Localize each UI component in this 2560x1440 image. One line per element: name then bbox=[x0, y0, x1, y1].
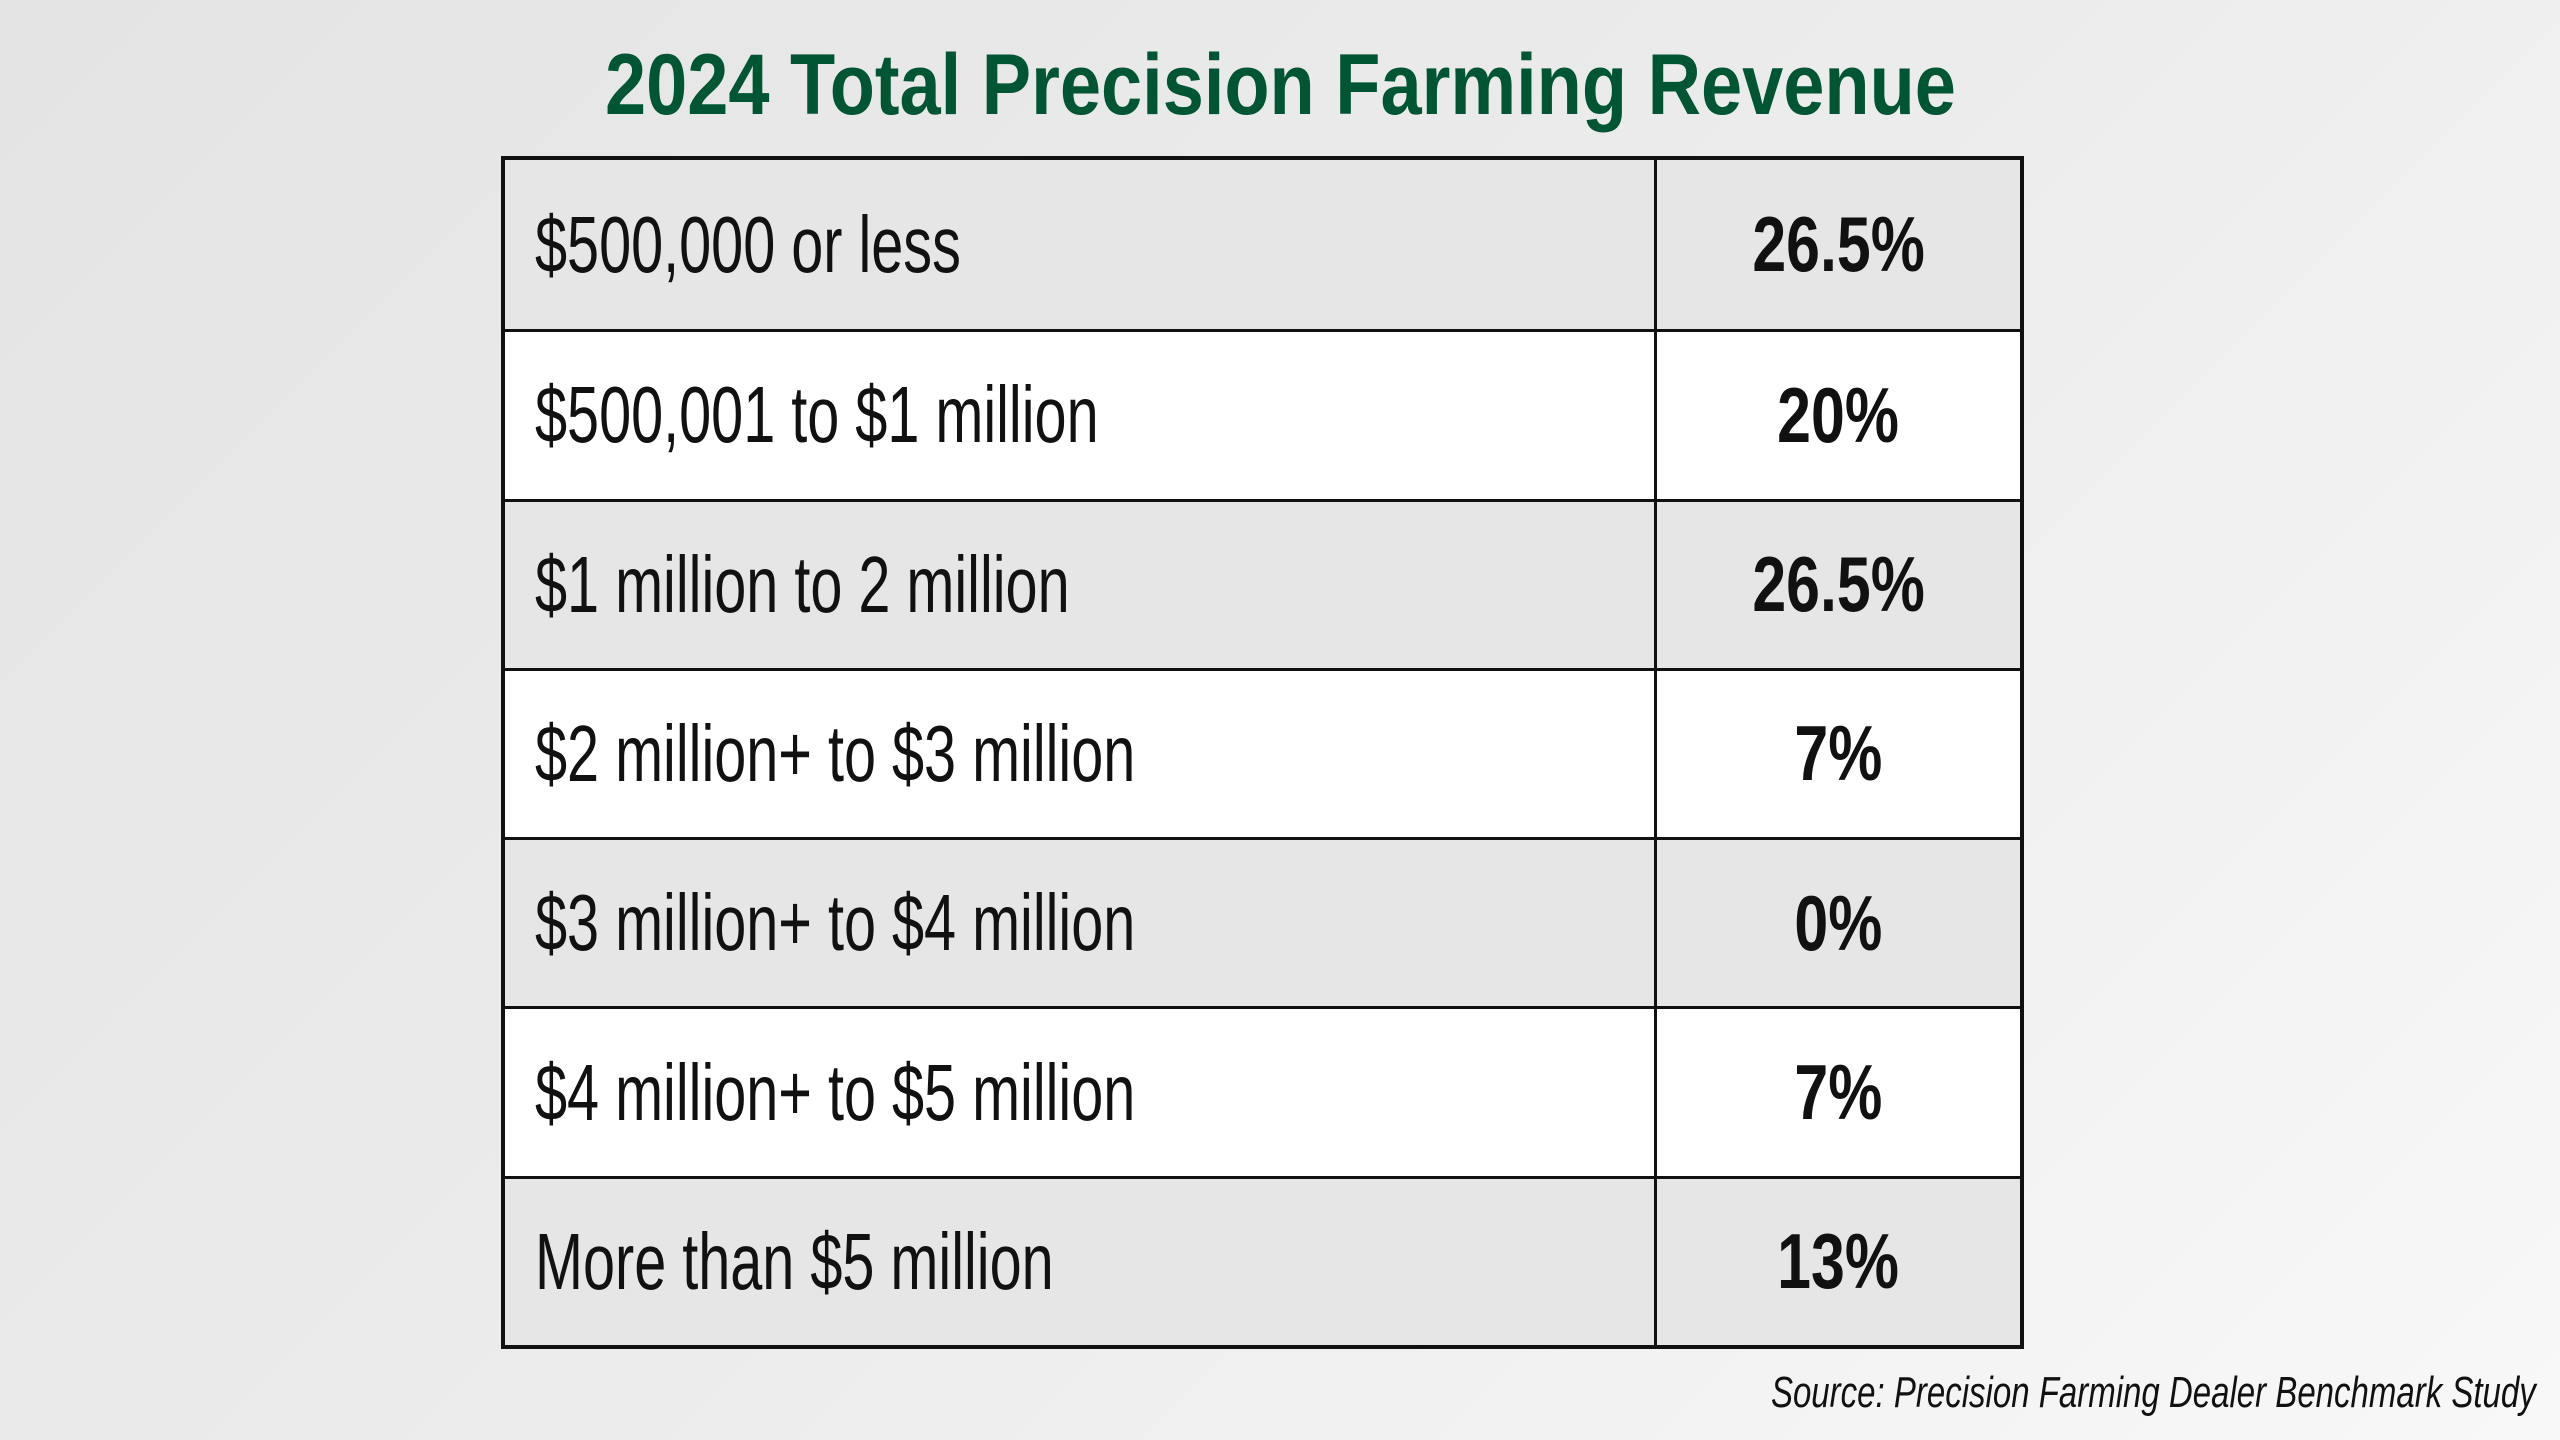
range-label: $4 million+ to $5 million bbox=[535, 1047, 1136, 1137]
table-row: $3 million+ to $4 million 0% bbox=[505, 837, 2020, 1007]
revenue-table: $500,000 or less 26.5% $500,001 to $1 mi… bbox=[501, 156, 2024, 1349]
source-note: Source: Precision Farming Dealer Benchma… bbox=[1771, 1368, 2536, 1417]
percent-value: 13% bbox=[1654, 1178, 2020, 1345]
range-label: $3 million+ to $4 million bbox=[535, 878, 1136, 968]
range-label: $2 million+ to $3 million bbox=[535, 708, 1136, 798]
table-row: $500,001 to $1 million 20% bbox=[505, 329, 2020, 499]
table-row: $500,000 or less 26.5% bbox=[505, 160, 2020, 330]
range-label: More than $5 million bbox=[535, 1216, 1054, 1306]
percent-value: 26.5% bbox=[1654, 160, 2020, 330]
percent-value: 7% bbox=[1654, 1009, 2020, 1176]
percent-value: 7% bbox=[1654, 670, 2020, 838]
percent-value: 26.5% bbox=[1654, 501, 2020, 668]
table-row: $2 million+ to $3 million 7% bbox=[505, 667, 2020, 838]
percent-value: 20% bbox=[1654, 332, 2020, 499]
page-title: 2024 Total Precision Farming Revenue bbox=[604, 37, 1956, 133]
percent-value: 0% bbox=[1654, 840, 2020, 1007]
table-row: More than $5 million 13% bbox=[505, 1175, 2020, 1345]
range-label: $500,001 to $1 million bbox=[535, 370, 1099, 460]
range-label: $500,000 or less bbox=[535, 199, 961, 289]
range-label: $1 million to 2 million bbox=[535, 539, 1070, 629]
table-row: $4 million+ to $5 million 7% bbox=[505, 1006, 2020, 1176]
table-row: $1 million to 2 million 26.5% bbox=[505, 498, 2020, 668]
